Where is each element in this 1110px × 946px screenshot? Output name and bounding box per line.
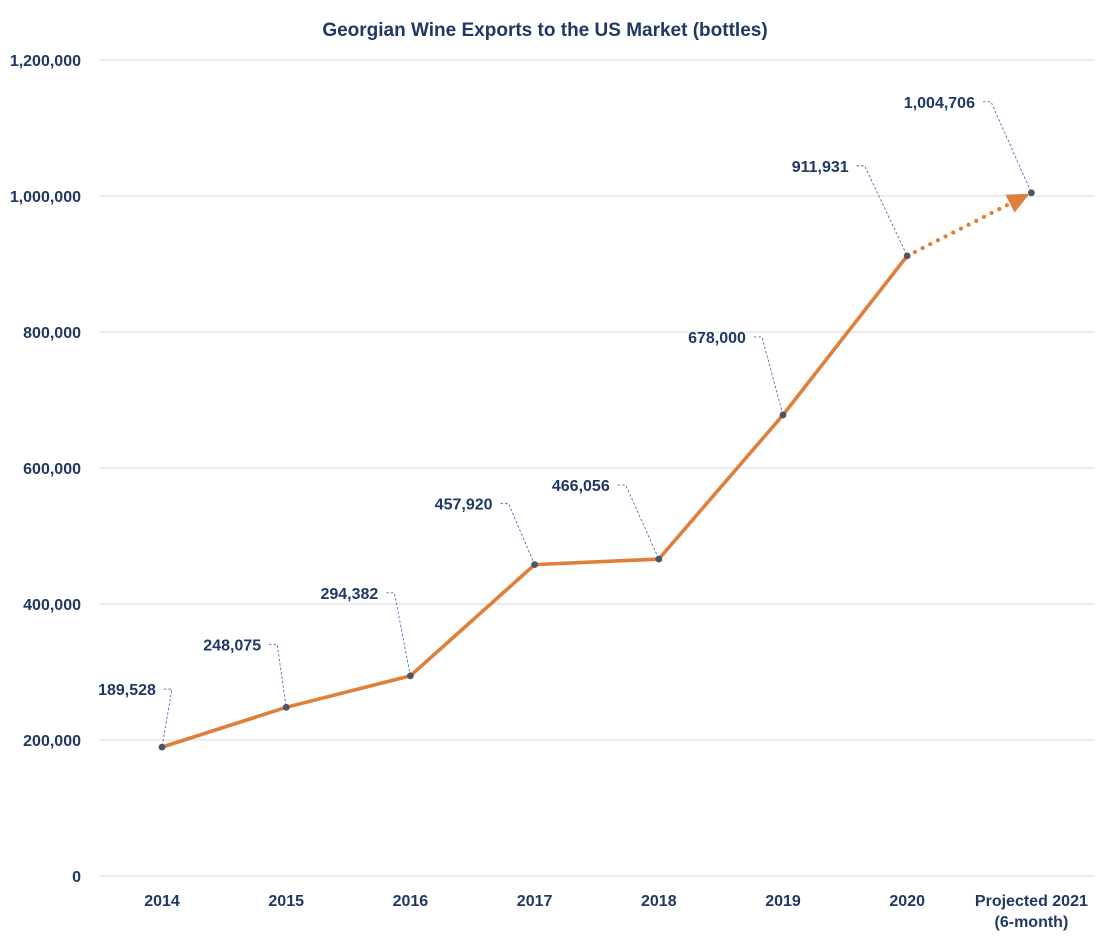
data-label-leader bbox=[617, 484, 660, 560]
x-tick-label: 2018 bbox=[641, 893, 677, 910]
data-label-leader bbox=[269, 643, 287, 708]
data-label-leader bbox=[982, 101, 1032, 193]
x-axis-tick-labels: 2014 2015 2016 2017 2018 2019 2020 Projected 20… bbox=[144, 893, 1088, 931]
x-tick-label: 2015 bbox=[268, 893, 304, 910]
projection-arrowhead bbox=[1005, 193, 1030, 213]
series-line-actual bbox=[160, 254, 910, 749]
data-point-markers bbox=[158, 189, 1035, 751]
x-tick-label: Projected 2021 (6-month) bbox=[975, 893, 1088, 931]
data-point bbox=[158, 743, 166, 751]
x-tick-label: 2014 bbox=[144, 893, 180, 910]
data-label: 1,004,706 bbox=[904, 95, 975, 112]
x-tick-label: 2016 bbox=[393, 893, 429, 910]
data-label: 189,528 bbox=[98, 682, 156, 699]
data-label-leader bbox=[161, 688, 173, 748]
y-axis-tick-labels: 0 200,000 400,000 600,000 800,000 1,000,000 1,… bbox=[10, 53, 81, 886]
data-point bbox=[903, 252, 911, 260]
data-label: 466,056 bbox=[552, 478, 610, 495]
data-label-leader bbox=[500, 503, 536, 565]
y-tick-label: 0 bbox=[72, 869, 81, 886]
chart-title: Georgian Wine Exports to the US Market (… bbox=[322, 20, 767, 41]
series-line-projected bbox=[905, 201, 1013, 258]
data-label: 911,931 bbox=[792, 159, 849, 176]
data-label-leader-lines bbox=[161, 101, 1032, 748]
y-tick-label: 200,000 bbox=[23, 733, 81, 750]
data-label-leader bbox=[386, 592, 411, 676]
data-point bbox=[531, 561, 538, 569]
x-tick-label: 2017 bbox=[517, 893, 553, 910]
series-line bbox=[160, 193, 1030, 749]
y-tick-label: 1,200,000 bbox=[10, 53, 81, 70]
data-point bbox=[282, 703, 290, 711]
data-label: 678,000 bbox=[688, 330, 746, 347]
data-point bbox=[779, 411, 787, 419]
gridlines bbox=[100, 59, 1095, 877]
data-labels: 189,528 248,075 294,382 457,920 466,056 678,0… bbox=[98, 95, 975, 699]
data-label-leader bbox=[753, 336, 784, 416]
data-label: 248,075 bbox=[203, 637, 261, 654]
data-point bbox=[655, 555, 663, 563]
y-tick-label: 1,000,000 bbox=[10, 189, 81, 206]
y-tick-label: 800,000 bbox=[23, 325, 81, 342]
data-point bbox=[1028, 189, 1035, 197]
y-tick-label: 400,000 bbox=[23, 597, 81, 614]
x-tick-label: 2020 bbox=[889, 893, 925, 910]
data-point bbox=[407, 672, 414, 680]
data-label: 294,382 bbox=[320, 586, 378, 603]
x-tick-label: 2019 bbox=[765, 893, 801, 910]
y-tick-label: 600,000 bbox=[23, 461, 81, 478]
data-label-leader bbox=[856, 165, 908, 257]
data-label: 457,920 bbox=[435, 497, 493, 514]
